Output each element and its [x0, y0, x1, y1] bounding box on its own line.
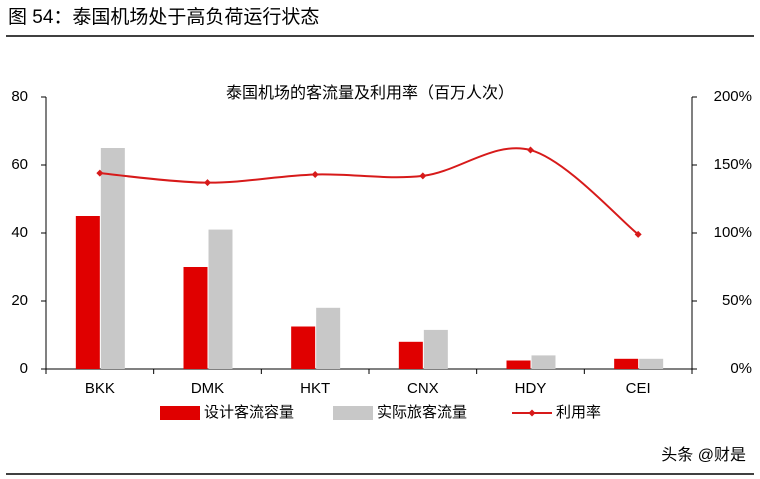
x-tick-label: HKT — [300, 380, 330, 397]
y2-tick-label: 100% — [714, 224, 752, 241]
legend-swatch — [160, 406, 200, 420]
bar — [531, 355, 556, 369]
legend-label: 实际旅客流量 — [377, 404, 467, 421]
y-tick-label: 0 — [20, 360, 28, 377]
legend-label: 利用率 — [556, 404, 601, 421]
bar — [100, 148, 125, 369]
y2-tick-label: 50% — [722, 292, 752, 309]
bar — [398, 341, 423, 369]
chart-title: 泰国机场的客流量及利用率（百万人次） — [226, 84, 514, 102]
x-tick-label: DMK — [191, 380, 224, 397]
line-marker — [96, 169, 104, 177]
bar — [423, 329, 448, 369]
y-tick-label: 80 — [11, 88, 28, 105]
bar — [316, 307, 341, 369]
y-tick-label: 60 — [11, 156, 28, 173]
x-tick-label: CNX — [407, 380, 439, 397]
legend-label: 设计客流容量 — [204, 404, 294, 421]
figure-title: 图 54：泰国机场处于高负荷运行状态 — [8, 6, 319, 28]
x-tick-label: CEI — [626, 380, 651, 397]
x-tick-label: BKK — [85, 380, 115, 397]
y-tick-label: 40 — [11, 224, 28, 241]
watermark: 头条 @财是 — [661, 446, 746, 464]
bar — [506, 360, 531, 369]
line-marker — [311, 171, 319, 179]
line — [99, 147, 639, 236]
bar — [208, 229, 233, 369]
bar — [183, 267, 208, 369]
legend-swatch — [333, 406, 373, 420]
bar — [639, 358, 664, 369]
line-marker — [527, 146, 534, 154]
y2-tick-label: 0% — [730, 360, 752, 377]
bar — [291, 326, 316, 369]
y2-tick-label: 150% — [714, 156, 752, 173]
line-marker — [204, 179, 211, 187]
line-marker — [419, 172, 427, 180]
y-tick-label: 20 — [11, 292, 28, 309]
bar — [75, 216, 100, 369]
legend-marker — [528, 409, 536, 417]
y2-tick-label: 200% — [714, 88, 752, 105]
x-tick-label: HDY — [515, 380, 547, 397]
bar — [614, 358, 639, 369]
line-marker — [634, 230, 642, 238]
